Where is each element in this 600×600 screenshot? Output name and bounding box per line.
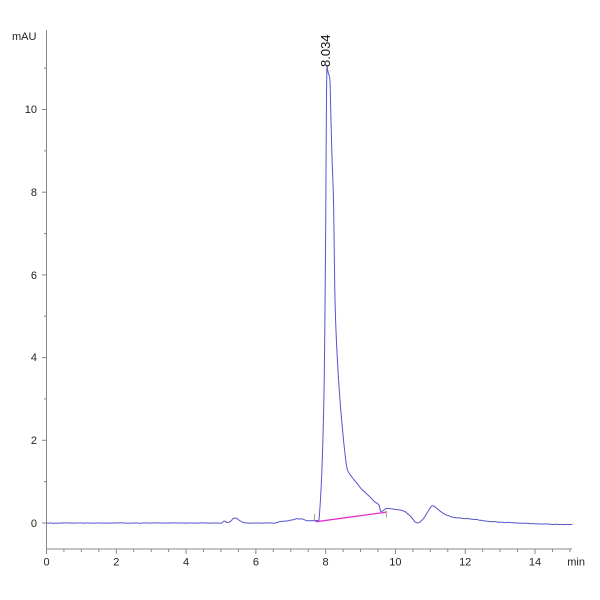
svg-text:2: 2 [31, 435, 37, 447]
svg-text:6: 6 [253, 557, 259, 569]
svg-text:12: 12 [459, 557, 471, 569]
svg-text:min: min [567, 557, 585, 569]
svg-text:14: 14 [529, 557, 541, 569]
svg-text:4: 4 [183, 557, 189, 569]
svg-text:2: 2 [113, 557, 119, 569]
svg-text:10: 10 [25, 104, 37, 116]
svg-text:mAU: mAU [12, 31, 37, 43]
svg-text:6: 6 [31, 270, 37, 282]
svg-text:10: 10 [389, 557, 401, 569]
svg-text:0: 0 [43, 557, 49, 569]
svg-text:8: 8 [31, 187, 37, 199]
svg-text:8: 8 [323, 557, 329, 569]
svg-text:8.034: 8.034 [318, 34, 333, 67]
svg-text:0: 0 [31, 518, 37, 530]
svg-text:4: 4 [31, 352, 37, 364]
